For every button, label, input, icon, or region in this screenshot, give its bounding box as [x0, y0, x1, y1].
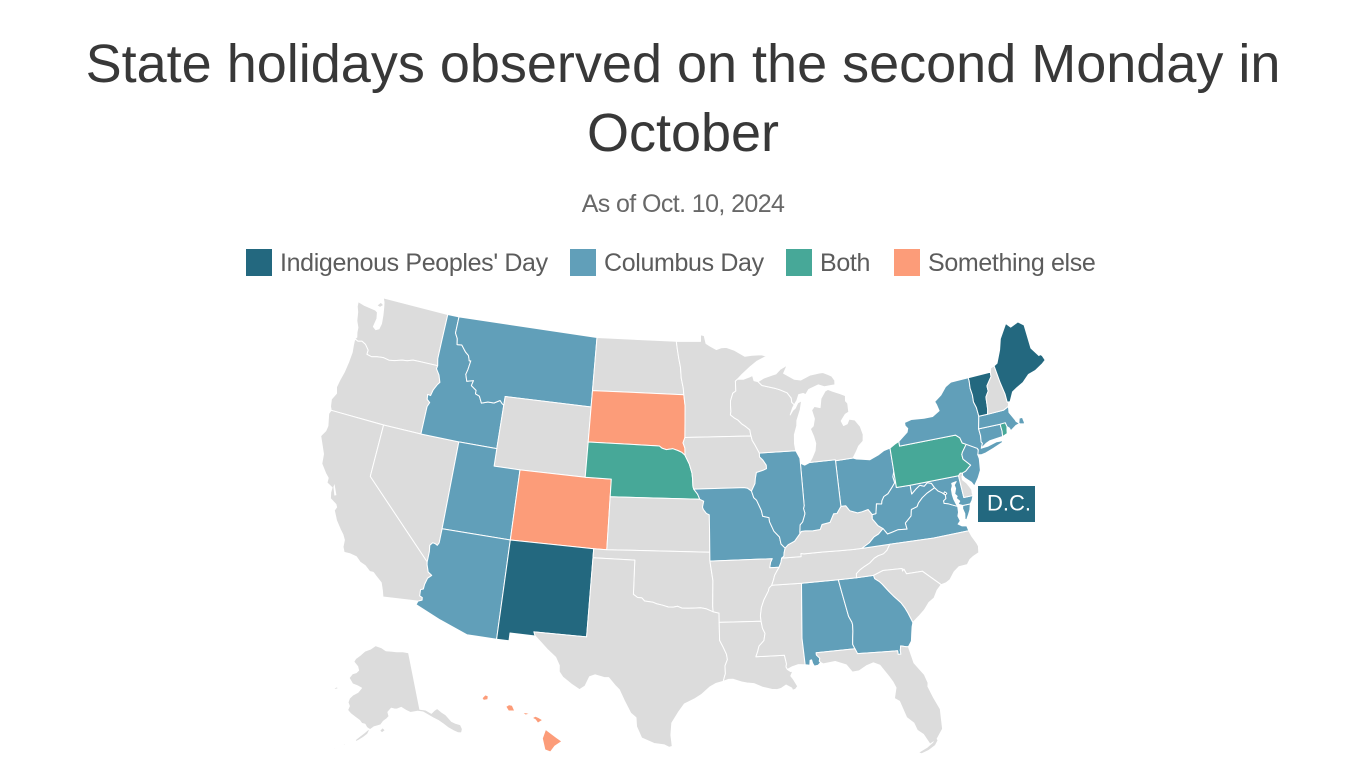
svg-text:D.C.: D.C. — [987, 491, 1031, 516]
